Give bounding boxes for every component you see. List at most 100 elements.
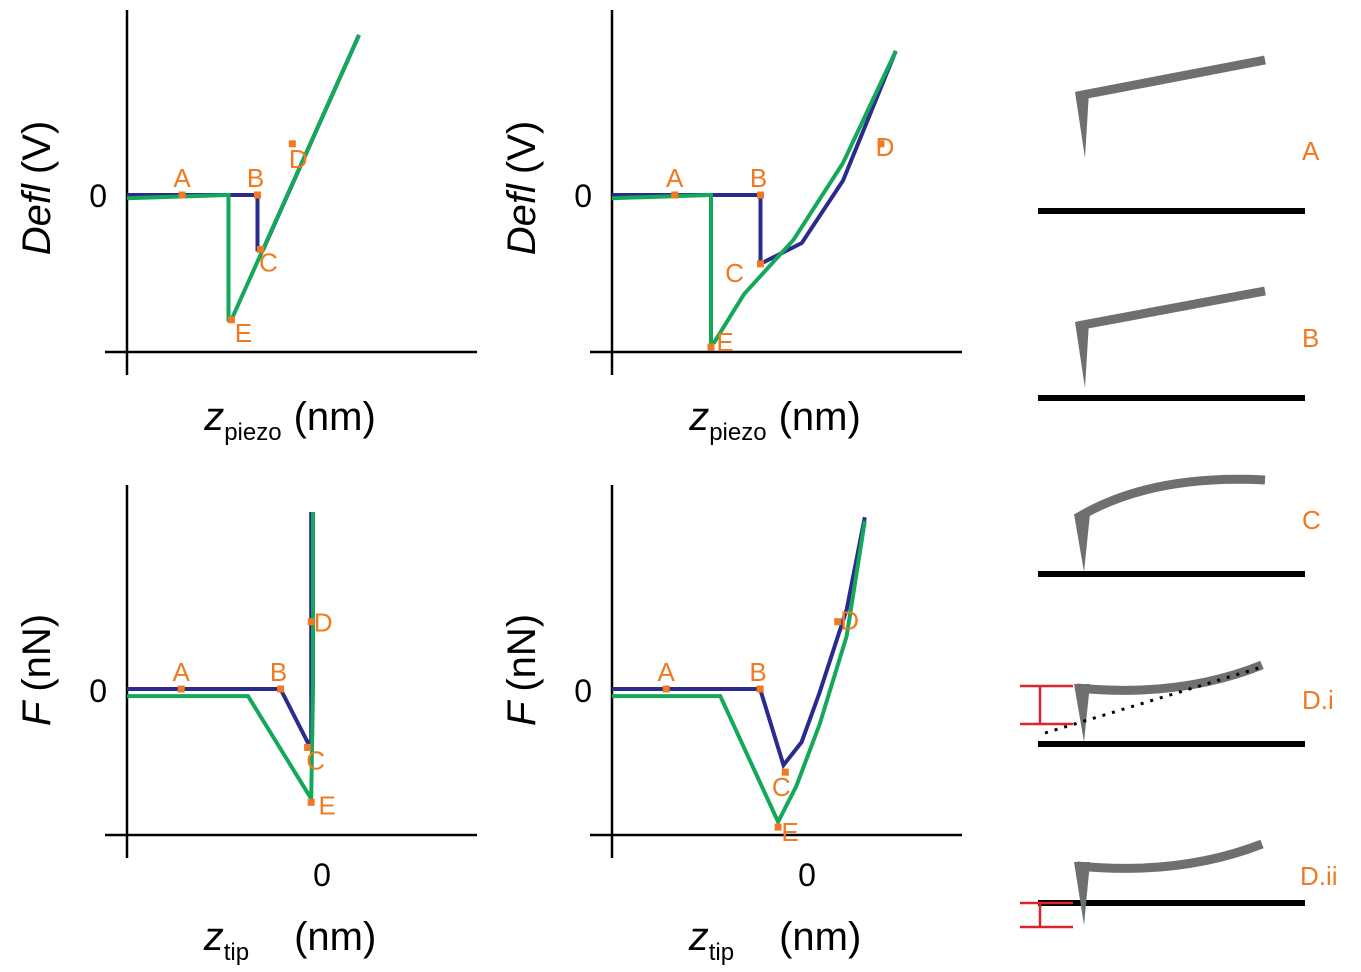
point-label-c: C bbox=[306, 745, 325, 775]
cantilever-tip bbox=[1074, 862, 1090, 925]
point-label-c: C bbox=[259, 247, 278, 277]
stage-label: C bbox=[1302, 505, 1321, 535]
point-marker-c bbox=[757, 260, 764, 268]
retract-curve bbox=[611, 50, 898, 345]
y-axis-title-unit: (nN) bbox=[15, 614, 59, 692]
x-axis-title-symbol: z bbox=[688, 915, 709, 959]
stage-label: B bbox=[1302, 323, 1319, 353]
cantilever-tip bbox=[1074, 514, 1090, 572]
cantilever-beam bbox=[1076, 55, 1266, 101]
y-axis-title-unit: (nN) bbox=[500, 614, 544, 692]
x-axis-title-symbol: z bbox=[688, 395, 709, 439]
stage-c: C bbox=[1038, 474, 1321, 577]
y-axis-title-symbol: Defl bbox=[500, 183, 544, 255]
chart-defl-piezo-1: 0 Defl (V) zpiezo (nm) A B C D E bbox=[15, 10, 477, 446]
indentation-bracket bbox=[1020, 901, 1073, 929]
y-tick-label: 0 bbox=[89, 178, 107, 214]
point-label-d: D bbox=[876, 132, 895, 162]
point-label-b: B bbox=[247, 163, 264, 193]
cantilever-tip bbox=[1075, 322, 1089, 388]
x-axis-title-sub: tip bbox=[709, 939, 734, 966]
point-label-d: D bbox=[314, 608, 333, 638]
point-label-a: A bbox=[658, 657, 676, 687]
cantilever-beam bbox=[1076, 839, 1264, 873]
plot-area: A B C D E bbox=[126, 34, 361, 348]
plot-area: A B C D E bbox=[127, 512, 336, 820]
x-axis-title: ztip (nm) bbox=[688, 915, 862, 966]
deflection-bracket bbox=[1020, 684, 1073, 726]
point-marker-e bbox=[307, 798, 315, 806]
retract-curve bbox=[126, 34, 361, 322]
point-label-a: A bbox=[666, 163, 684, 193]
y-axis-title: Defl (V) bbox=[500, 121, 544, 255]
stage-label: D.ii bbox=[1300, 861, 1338, 891]
x-axis-title-sub: tip bbox=[224, 939, 249, 966]
chart-defl-piezo-2: 0 Defl (V) zpiezo (nm) A B C D E bbox=[500, 10, 962, 446]
stage-label: D.i bbox=[1302, 685, 1334, 715]
cantilever-schematic: A B C D.i bbox=[1020, 55, 1338, 929]
stage-a: A bbox=[1038, 55, 1320, 214]
cantilever-beam bbox=[1076, 660, 1264, 695]
cantilever-beam bbox=[1076, 286, 1266, 331]
y-axis-title: Defl (V) bbox=[15, 121, 59, 255]
point-marker-a bbox=[671, 191, 679, 199]
point-label-d: D bbox=[840, 606, 859, 636]
chart-force-tip-2: 0 0 F (nN) ztip (nm) A B C D E bbox=[500, 485, 962, 966]
point-marker-c bbox=[781, 768, 789, 776]
point-marker-a bbox=[178, 191, 186, 199]
point-marker-c bbox=[256, 245, 264, 253]
x-tick-label: 0 bbox=[798, 857, 816, 893]
point-marker-b bbox=[277, 685, 284, 693]
x-axis-title-symbol: z bbox=[203, 915, 224, 959]
x-axis-title-sub: piezo bbox=[709, 419, 766, 446]
y-tick-label: 0 bbox=[89, 673, 107, 709]
point-marker-a bbox=[177, 685, 185, 693]
stage-d-ii: D.ii bbox=[1020, 839, 1338, 929]
point-label-e: E bbox=[781, 817, 798, 847]
x-axis-title-symbol: z bbox=[203, 395, 224, 439]
approach-curve bbox=[127, 34, 361, 252]
retract-curve bbox=[612, 520, 867, 827]
retract-curve bbox=[127, 512, 315, 806]
cantilever-tip bbox=[1075, 92, 1089, 158]
x-tick-label: 0 bbox=[313, 857, 331, 893]
x-axis-title: zpiezo (nm) bbox=[203, 395, 376, 446]
cantilever-beam bbox=[1074, 474, 1266, 522]
point-label-c: C bbox=[725, 258, 744, 288]
point-label-e: E bbox=[235, 318, 252, 348]
chart-force-tip-1: 0 0 F (nN) ztip (nm) A B C D E bbox=[15, 485, 477, 966]
approach-curve bbox=[612, 516, 867, 770]
x-axis-title-sub: piezo bbox=[224, 419, 281, 446]
point-label-b: B bbox=[750, 163, 767, 193]
point-marker-e bbox=[774, 823, 782, 831]
y-tick-label: 0 bbox=[574, 673, 592, 709]
point-marker-d bbox=[307, 618, 315, 626]
point-marker-b bbox=[757, 191, 764, 199]
point-label-d: D bbox=[289, 144, 308, 174]
point-marker-e bbox=[227, 316, 235, 324]
plot-area: A B C D E bbox=[611, 50, 898, 357]
point-label-a: A bbox=[173, 163, 191, 193]
point-label-a: A bbox=[173, 657, 191, 687]
y-tick-label: 0 bbox=[574, 178, 592, 214]
point-marker-d bbox=[834, 618, 842, 626]
stage-label: A bbox=[1302, 136, 1320, 166]
y-axis-title-unit: (V) bbox=[500, 121, 544, 174]
y-axis-title-symbol: F bbox=[15, 699, 59, 726]
approach-curve bbox=[612, 50, 898, 268]
y-axis-title-unit: (V) bbox=[15, 121, 59, 174]
x-axis-title-unit: (nm) bbox=[294, 915, 376, 959]
y-axis-title-symbol: Defl bbox=[15, 183, 59, 255]
point-label-e: E bbox=[716, 327, 733, 357]
x-axis-title-unit: (nm) bbox=[779, 915, 861, 959]
point-label-e: E bbox=[319, 790, 336, 820]
point-marker-d bbox=[877, 140, 885, 148]
approach-curve bbox=[127, 512, 314, 745]
point-marker-b bbox=[756, 685, 764, 693]
y-axis-title: F (nN) bbox=[500, 614, 544, 726]
point-label-c: C bbox=[772, 772, 791, 802]
point-label-b: B bbox=[270, 657, 287, 687]
cantilever-tip bbox=[1074, 684, 1090, 742]
